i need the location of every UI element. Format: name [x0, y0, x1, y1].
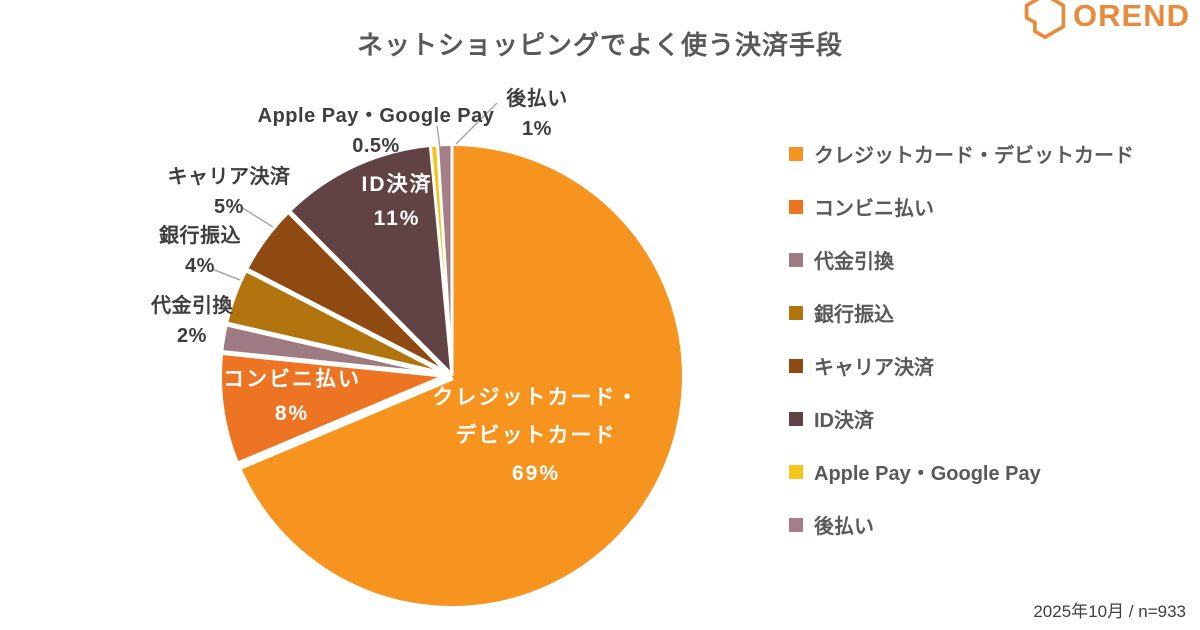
logo-text: OREND	[1073, 0, 1190, 33]
legend-item-4: 銀行振込	[789, 300, 1134, 326]
legend-label: キャリア決済	[814, 357, 934, 379]
slice-value: 5%	[214, 196, 244, 218]
slice-label-id-payment: ID決済 11%	[362, 168, 433, 236]
slice-value: 1%	[522, 118, 552, 140]
legend-swatch	[789, 517, 803, 532]
slice-label-line: 後払い	[506, 88, 568, 110]
slice-value: 11%	[373, 207, 421, 230]
legend-item-1: クレジットカード・デビットカード	[789, 141, 1134, 167]
slice-divider	[436, 145, 454, 377]
pie-slice-1	[239, 146, 682, 606]
logo-box-icon	[1024, 0, 1066, 39]
pie-slice-5	[247, 212, 452, 376]
legend-label: クレジットカード・デビットカード	[814, 145, 1134, 167]
legend-label: コンビニ払い	[814, 198, 934, 220]
slice-label-line: Apple Pay・Google Pay	[257, 105, 495, 127]
legend-swatch	[789, 199, 803, 214]
slice-label-line: デビットカード	[455, 424, 617, 447]
pie-slice-6	[289, 146, 452, 376]
slice-label-line: キャリア決済	[167, 166, 291, 188]
leader-line	[240, 206, 274, 228]
slice-label-carrier-billing: キャリア決済 5%	[168, 162, 291, 222]
legend-swatch	[789, 464, 803, 479]
legend-swatch	[789, 305, 803, 320]
legend-swatch	[789, 358, 803, 373]
slice-value: 0.5%	[352, 135, 400, 157]
slice-label-konbini: コンビニ払い 8%	[223, 363, 361, 431]
slice-label-apple-google-pay: Apple Pay・Google Pay 0.5%	[258, 101, 495, 161]
legend-item-5: キャリア決済	[789, 353, 1134, 379]
legend-label: ID決済	[814, 410, 874, 432]
legend-label: 後払い	[814, 516, 874, 538]
slice-label-line: コンビニ払い	[223, 368, 361, 391]
legend-item-3: 代金引換	[789, 247, 1134, 273]
legend-item-6: ID決済	[789, 406, 1134, 432]
slice-label-credit-debit-card: クレジットカード・ デビットカード 69%	[433, 379, 640, 493]
sample-note: 2025年10月 / n=933	[1033, 602, 1186, 621]
slice-divider	[245, 267, 454, 379]
slice-value: 8%	[274, 402, 310, 425]
legend-label: 代金引換	[814, 251, 894, 273]
slice-value: 4%	[185, 255, 215, 277]
slice-label-line: 代金引換	[151, 295, 233, 317]
leader-line	[436, 125, 441, 149]
slice-label-line: ID決済	[361, 173, 433, 196]
slice-label-line: クレジットカード・	[432, 386, 640, 409]
legend-swatch	[789, 411, 803, 426]
slice-divider	[221, 350, 453, 379]
legend-label: Apple Pay・Google Pay	[814, 463, 1041, 485]
legend-label: 銀行振込	[814, 304, 894, 326]
leader-line	[455, 102, 498, 145]
slice-value: 2%	[177, 325, 207, 347]
slice-label-line: 銀行振込	[159, 225, 241, 247]
leader-line	[211, 268, 241, 281]
slice-divider	[237, 371, 454, 470]
legend-item-7: Apple Pay・Google Pay	[789, 459, 1134, 485]
slice-divider	[226, 321, 453, 379]
legend-item-2: コンビニ払い	[789, 194, 1134, 220]
chart-title: ネットショッピングでよく使う決済手段	[356, 30, 843, 60]
slice-label-deferred-payment: 後払い 1%	[506, 84, 568, 144]
legend: クレジットカード・デビットカード コンビニ払い 代金引換銀行振込キャリア決済 ID決済…	[789, 141, 1134, 565]
slice-divider	[287, 210, 454, 378]
slice-label-bank-transfer: 銀行振込 4%	[159, 221, 241, 281]
legend-item-8: 後払い	[789, 512, 1134, 538]
legend-swatch	[789, 252, 803, 267]
logo: OREND	[1022, 0, 1190, 40]
slice-value: 69%	[511, 462, 561, 485]
pie-slice-2	[222, 351, 452, 467]
slice-label-cash-on-delivery: 代金引換 2%	[151, 291, 233, 351]
legend-swatch	[789, 146, 803, 161]
